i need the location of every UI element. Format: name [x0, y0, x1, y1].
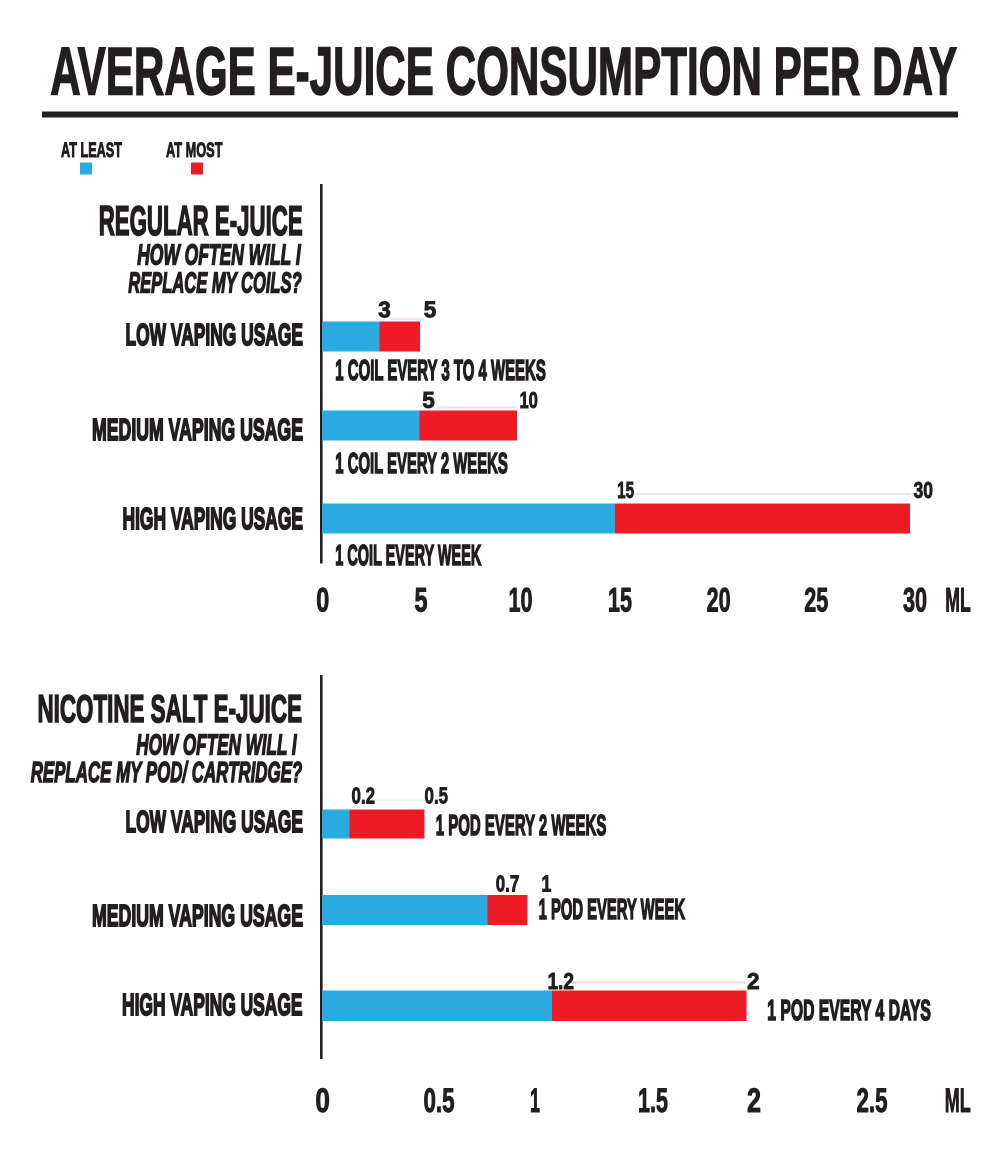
svg-text:LOW VAPING USAGE: LOW VAPING USAGE [126, 317, 304, 352]
svg-text:15: 15 [608, 582, 632, 620]
svg-text:15: 15 [617, 477, 634, 503]
svg-text:1: 1 [541, 871, 551, 897]
svg-text:10: 10 [519, 387, 538, 413]
svg-text:20: 20 [707, 582, 731, 620]
svg-text:5: 5 [424, 297, 437, 323]
svg-text:AVERAGE E-JUICE CONSUMPTION PE: AVERAGE E-JUICE CONSUMPTION PER DAY [50, 33, 957, 109]
svg-text:0: 0 [315, 1082, 330, 1120]
svg-text:1 COIL EVERY 2 WEEKS: 1 COIL EVERY 2 WEEKS [335, 448, 508, 480]
svg-text:2.5: 2.5 [857, 1082, 888, 1120]
svg-text:2: 2 [747, 968, 760, 994]
svg-text:LOW VAPING USAGE: LOW VAPING USAGE [126, 804, 304, 839]
svg-text:5: 5 [415, 582, 428, 620]
svg-text:ML: ML [945, 1082, 971, 1120]
svg-text:1 COIL EVERY WEEK: 1 COIL EVERY WEEK [335, 540, 481, 572]
svg-text:REPLACE MY COILS?: REPLACE MY COILS? [128, 267, 302, 299]
svg-text:MEDIUM VAPING USAGE: MEDIUM VAPING USAGE [92, 412, 303, 447]
svg-text:NICOTINE SALT E-JUICE: NICOTINE SALT E-JUICE [38, 688, 303, 731]
svg-text:2: 2 [747, 1082, 761, 1120]
svg-text:10: 10 [509, 582, 533, 620]
svg-text:REGULAR E-JUICE: REGULAR E-JUICE [99, 198, 303, 244]
svg-text:25: 25 [804, 582, 828, 620]
svg-text:0.5: 0.5 [424, 1082, 455, 1120]
svg-text:5: 5 [422, 387, 435, 413]
svg-text:0.5: 0.5 [425, 783, 449, 809]
svg-text:HOW OFTEN WILL I: HOW OFTEN WILL I [137, 239, 301, 271]
svg-text:0.7: 0.7 [496, 871, 520, 897]
svg-text:1: 1 [530, 1082, 540, 1120]
svg-text:1 POD EVERY WEEK: 1 POD EVERY WEEK [539, 894, 686, 926]
svg-text:30: 30 [914, 477, 934, 503]
svg-text:1.2: 1.2 [547, 968, 574, 994]
svg-text:1 POD EVERY 4 DAYS: 1 POD EVERY 4 DAYS [767, 995, 931, 1027]
svg-text:0: 0 [316, 582, 329, 620]
svg-text:HIGH VAPING USAGE: HIGH VAPING USAGE [123, 501, 304, 536]
svg-text:REPLACE MY POD/ CARTRIDGE?: REPLACE MY POD/ CARTRIDGE? [31, 757, 303, 789]
svg-text:AT LEAST: AT LEAST [61, 138, 122, 162]
svg-text:AT MOST: AT MOST [166, 138, 223, 162]
svg-text:1.5: 1.5 [638, 1082, 668, 1120]
svg-text:1 POD EVERY 2 WEEKS: 1 POD EVERY 2 WEEKS [436, 810, 607, 842]
svg-text:1 COIL EVERY 3 TO 4 WEEKS: 1 COIL EVERY 3 TO 4 WEEKS [335, 355, 546, 387]
svg-text:ML: ML [945, 582, 971, 620]
svg-text:HIGH VAPING USAGE: HIGH VAPING USAGE [122, 987, 303, 1022]
svg-text:30: 30 [903, 582, 927, 620]
svg-text:3: 3 [378, 297, 391, 323]
svg-text:0.2: 0.2 [352, 783, 376, 809]
svg-text:MEDIUM VAPING USAGE: MEDIUM VAPING USAGE [92, 898, 303, 933]
svg-text:HOW OFTEN WILL I: HOW OFTEN WILL I [136, 729, 297, 761]
